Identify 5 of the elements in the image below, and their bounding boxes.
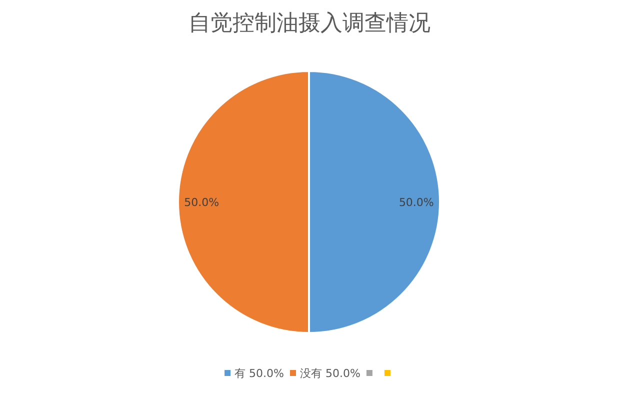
chart-title: 自觉控制油摄入调查情况 [188,11,430,36]
legend-label: 没有 50.0% [300,367,360,380]
data-label: 50.0% [398,196,434,209]
legend-label: 有 50.0% [234,367,284,380]
data-label: 50.0% [184,196,220,209]
